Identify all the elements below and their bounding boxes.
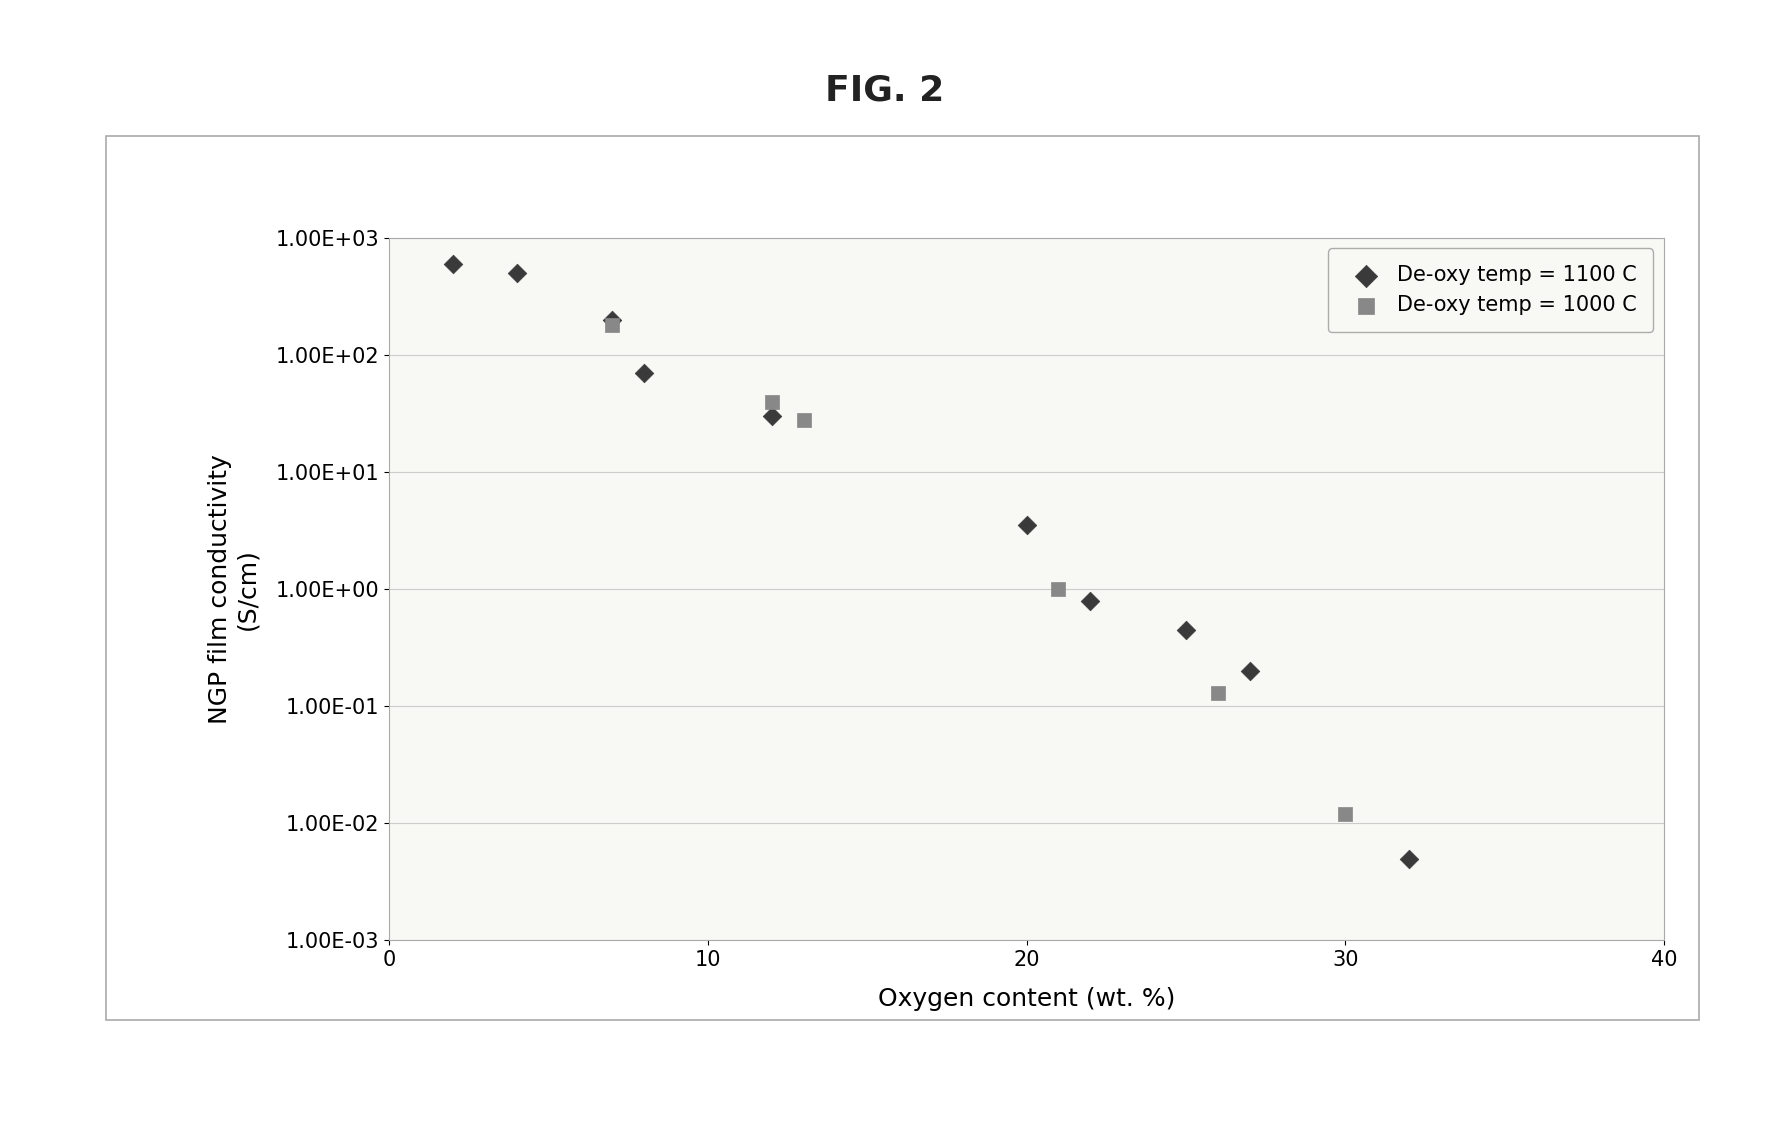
De-oxy temp = 1100 C xyxy=(1172,621,1200,639)
De-oxy temp = 1100 C xyxy=(1395,850,1423,868)
De-oxy temp = 1100 C xyxy=(1235,662,1264,680)
De-oxy temp = 1100 C xyxy=(758,407,786,425)
De-oxy temp = 1000 C xyxy=(1044,580,1073,598)
Y-axis label: NGP film conductivity
(S/cm): NGP film conductivity (S/cm) xyxy=(207,454,260,724)
De-oxy temp = 1000 C xyxy=(789,410,818,428)
De-oxy temp = 1000 C xyxy=(1331,804,1359,823)
De-oxy temp = 1100 C xyxy=(1012,517,1041,535)
De-oxy temp = 1100 C xyxy=(598,310,627,329)
De-oxy temp = 1000 C xyxy=(758,392,786,410)
De-oxy temp = 1100 C xyxy=(1076,591,1104,610)
Legend: De-oxy temp = 1100 C, De-oxy temp = 1000 C: De-oxy temp = 1100 C, De-oxy temp = 1000… xyxy=(1328,248,1653,332)
De-oxy temp = 1000 C xyxy=(1204,684,1232,702)
Text: FIG. 2: FIG. 2 xyxy=(825,74,945,108)
De-oxy temp = 1100 C xyxy=(503,264,531,282)
X-axis label: Oxygen content (wt. %): Oxygen content (wt. %) xyxy=(878,987,1175,1011)
De-oxy temp = 1100 C xyxy=(439,255,467,273)
De-oxy temp = 1100 C xyxy=(630,364,658,382)
De-oxy temp = 1000 C xyxy=(598,316,627,334)
